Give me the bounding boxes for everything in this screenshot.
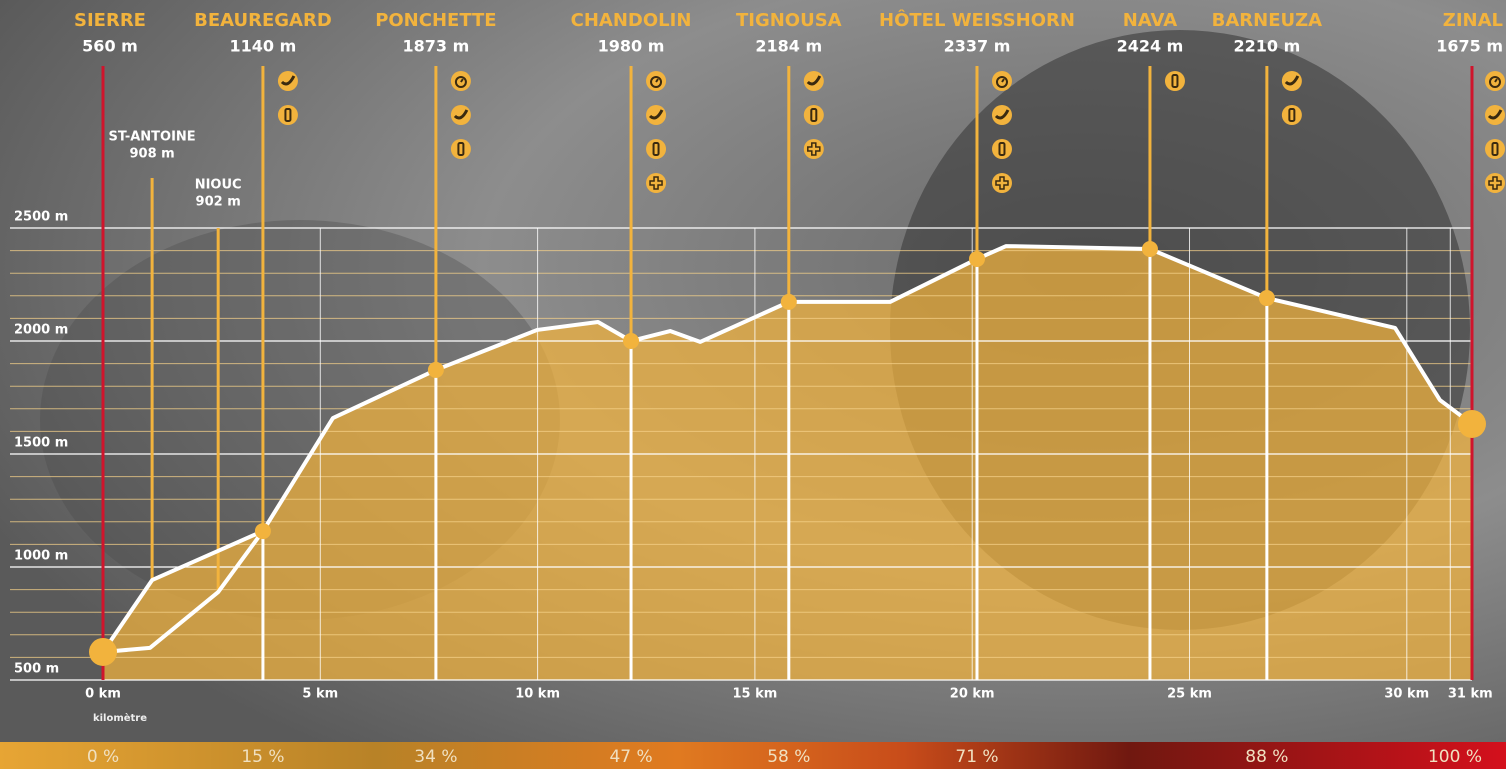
station-marker <box>969 251 985 267</box>
service-icon <box>646 139 666 159</box>
y-tick-label: 1000 m <box>14 549 68 564</box>
x-tick-label: 10 km <box>515 687 560 702</box>
service-icon <box>278 71 298 91</box>
icon-disc <box>646 105 666 125</box>
service-icon <box>451 105 471 125</box>
station-elevation: 2210 m <box>1233 37 1300 56</box>
service-icon <box>1282 71 1302 91</box>
station-name: TIGNOUSA <box>736 10 842 31</box>
icon-disc <box>804 71 824 91</box>
icon-disc <box>1485 173 1505 193</box>
service-icon <box>804 71 824 91</box>
waypoint-name: NIOUC <box>195 178 242 193</box>
icon-disc <box>992 173 1012 193</box>
service-icon <box>278 105 298 125</box>
y-tick-label: 2500 m <box>14 210 68 225</box>
progress-label: 100 % <box>1428 747 1482 767</box>
station-elevation: 2184 m <box>755 37 822 56</box>
station-name: SIERRE <box>74 10 146 31</box>
service-icon <box>1485 105 1505 125</box>
elevation-chart: kilomètre 500 m 1000 m 1500 m 2000 m 2500 m 0… <box>0 0 1506 769</box>
station-name: BARNEUZA <box>1212 10 1323 31</box>
x-tick-label: 0 km <box>85 687 121 702</box>
x-tick-label: 31 km <box>1448 687 1493 702</box>
station-marker <box>1259 290 1275 306</box>
waypoint-elevation: 908 m <box>130 147 175 162</box>
service-icon <box>646 173 666 193</box>
icon-disc <box>1282 71 1302 91</box>
progress-label: 0 % <box>87 747 119 767</box>
service-icon <box>992 139 1012 159</box>
station-elevation: 2424 m <box>1117 37 1184 56</box>
station-elevation: 1675 m <box>1436 37 1503 56</box>
service-icon <box>992 105 1012 125</box>
station-marker <box>428 362 444 378</box>
progress-label: 71 % <box>955 747 998 767</box>
station-elevation: 1980 m <box>598 37 665 56</box>
station-elevation: 1873 m <box>403 37 470 56</box>
service-icon <box>451 71 471 91</box>
icon-disc <box>646 173 666 193</box>
station-marker <box>255 523 271 539</box>
station-name: CHANDOLIN <box>571 10 692 31</box>
progress-label: 47 % <box>609 747 652 767</box>
station-elevation: 1140 m <box>230 37 297 56</box>
station-name: PONCHETTE <box>375 10 496 31</box>
waypoint-name: ST-ANTOINE <box>109 130 196 145</box>
service-icon <box>804 139 824 159</box>
service-icon <box>1485 71 1505 91</box>
service-icon <box>1485 139 1505 159</box>
service-icon <box>646 105 666 125</box>
x-axis-label: kilomètre <box>93 712 147 724</box>
station-marker <box>1142 241 1158 257</box>
x-tick-label: 30 km <box>1384 687 1429 702</box>
station-name: HÔTEL WEISSHORN <box>879 9 1075 31</box>
progress-label: 15 % <box>241 747 284 767</box>
progress-label: 88 % <box>1245 747 1288 767</box>
icon-disc <box>804 139 824 159</box>
icon-disc <box>1485 105 1505 125</box>
service-icon <box>992 173 1012 193</box>
waypoint-elevation: 902 m <box>196 195 241 210</box>
icon-disc <box>278 71 298 91</box>
service-icon <box>992 71 1012 91</box>
y-tick-label: 1500 m <box>14 436 68 451</box>
icon-disc <box>992 105 1012 125</box>
progress-label: 34 % <box>414 747 457 767</box>
station-name: BEAUREGARD <box>194 10 332 31</box>
station-marker <box>781 294 797 310</box>
station-elevation: 2337 m <box>944 37 1011 56</box>
x-tick-label: 5 km <box>302 687 338 702</box>
x-tick-label: 20 km <box>950 687 995 702</box>
service-icon <box>804 105 824 125</box>
station-marker <box>1458 410 1486 438</box>
service-icon <box>646 71 666 91</box>
x-tick-label: 25 km <box>1167 687 1212 702</box>
station-marker <box>623 333 639 349</box>
icon-disc <box>451 105 471 125</box>
station-elevation: 560 m <box>82 37 138 56</box>
station-marker <box>89 638 117 666</box>
service-icon <box>1485 173 1505 193</box>
service-icon <box>1165 71 1185 91</box>
y-tick-label: 500 m <box>14 662 59 677</box>
y-tick-label: 2000 m <box>14 323 68 338</box>
x-tick-label: 15 km <box>732 687 777 702</box>
service-icon <box>1282 105 1302 125</box>
station-name: ZINAL <box>1443 10 1503 31</box>
progress-label: 58 % <box>767 747 810 767</box>
service-icon <box>451 139 471 159</box>
station-name: NAVA <box>1123 10 1177 31</box>
